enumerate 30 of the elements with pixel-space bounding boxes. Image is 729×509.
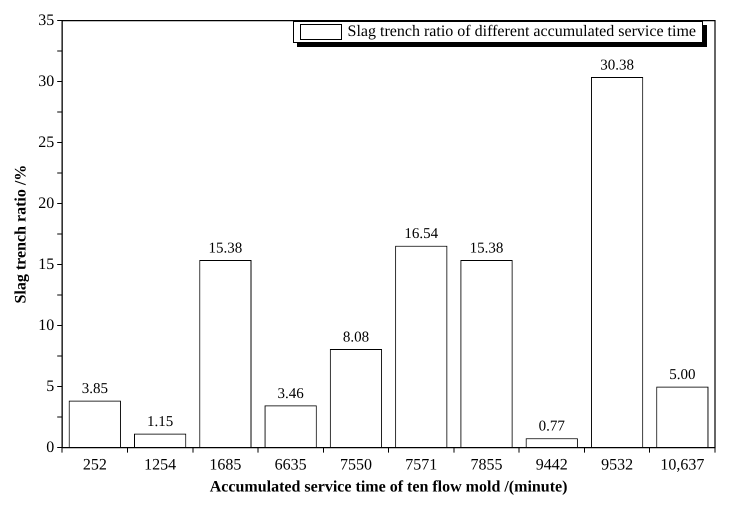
y-axis-title: Slag trench ratio /% <box>12 164 30 304</box>
x-tick-label: 252 <box>82 456 107 474</box>
text: 3.46 <box>278 386 304 402</box>
text: 1.15 <box>146 414 174 430</box>
x-tick-label: 10,637 <box>660 456 704 474</box>
text: 16.54 <box>404 226 438 242</box>
x-axis-title: Accumulated service time of ten flow mold /(minute) <box>210 478 568 496</box>
text: 0.77 <box>538 418 565 435</box>
y-tick-label: 35 <box>38 12 54 29</box>
y-tick-label: 30 <box>38 72 54 90</box>
y-tick-label: 25 <box>38 134 54 151</box>
x-tick-label: 1254 <box>144 456 176 474</box>
x-tick-label: 9532 <box>601 456 634 474</box>
x-tick-label: 6635 <box>274 456 307 474</box>
x-tick-label: 1685 <box>209 456 242 474</box>
y-tick-label: 5 <box>46 378 54 395</box>
text: 3.85 <box>82 381 108 398</box>
text: 15.38 <box>470 240 504 256</box>
text: 5.00 <box>669 367 696 384</box>
y-tick-label: 20 <box>38 194 54 212</box>
text: 15.38 <box>208 240 242 256</box>
y-tick-label: 10 <box>38 316 54 334</box>
x-tick-label: 9442 <box>536 456 568 474</box>
x-tick-label: 7571 <box>405 456 438 474</box>
text: 8.08 <box>342 329 370 346</box>
text: 30.38 <box>600 57 634 74</box>
y-tick-label: 15 <box>38 256 54 273</box>
x-tick-label: 7550 <box>340 456 372 474</box>
y-tick-label: 0 <box>46 438 54 456</box>
x-tick-label: 7855 <box>470 456 503 474</box>
